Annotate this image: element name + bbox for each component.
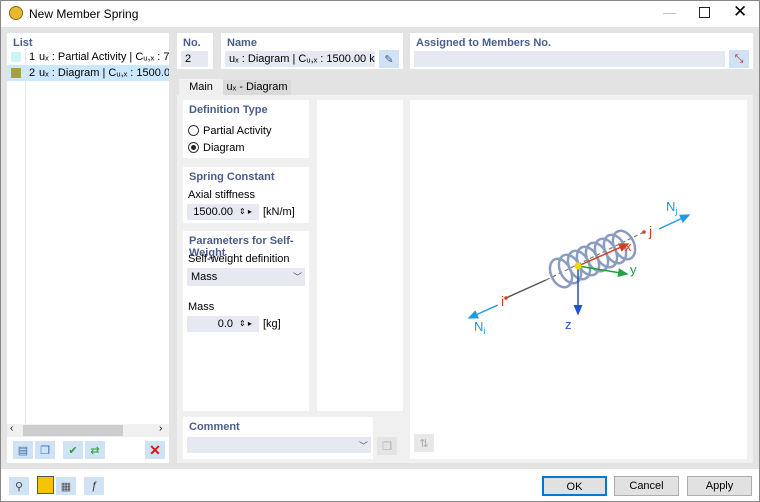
no-panel: No. 2 [177, 33, 213, 69]
maximize-button[interactable] [699, 7, 710, 18]
comment-panel: Comment ﹀ [183, 417, 373, 459]
definition-type-panel: Definition Type Partial Activity Diagram [183, 100, 309, 158]
copy-item-button[interactable]: ❐ [35, 441, 55, 459]
label-j: j [648, 223, 652, 239]
graphic-options-button[interactable]: ⇅ [414, 434, 434, 452]
help-button[interactable]: ⚲ [9, 477, 29, 495]
mass-input[interactable]: 0.0 [187, 316, 259, 332]
display-properties-button[interactable]: ▦ [56, 477, 76, 495]
scroll-left-icon[interactable]: ‹ [10, 423, 14, 434]
assigned-members-field[interactable] [414, 51, 725, 67]
pick-members-button[interactable]: ⤡ [729, 50, 749, 68]
name-field[interactable]: uₓ : Diagram | Cᵤ,ₓ : 1500.00 kN/m | Mas… [225, 51, 375, 67]
minimize-button[interactable]: — [663, 5, 676, 20]
spring-diagram: i j x y z Ni Nj [467, 199, 691, 336]
dialog-body: List 1 uₓ : Partial Activity | Cᵤ,ₓ : 75… [1, 27, 759, 469]
chevron-down-icon[interactable]: ﹀ [359, 441, 369, 451]
delete-icon: ✕ [149, 441, 161, 458]
formula-icon: ƒ [90, 480, 98, 492]
y-axis-arrow [577, 265, 629, 277]
new-item-button[interactable]: ▤ [13, 441, 33, 459]
center-point [574, 262, 582, 270]
edit-icon: ✎ [384, 53, 394, 66]
comment-input[interactable] [187, 437, 371, 453]
label-y: y [630, 262, 637, 277]
cursor-pick-icon: ⤡ [734, 52, 744, 65]
new-icon: ▤ [17, 444, 29, 457]
tab-main[interactable]: Main [179, 79, 223, 95]
name-panel: Name uₓ : Diagram | Cᵤ,ₓ : 1500.00 kN/m … [221, 33, 403, 69]
chevron-down-icon[interactable]: ﹀ [293, 272, 303, 282]
label-ni: Ni [474, 319, 485, 336]
view-sync-icon: ⇅ [419, 437, 429, 450]
nj-arrow [658, 214, 691, 230]
spinner-icon[interactable]: ⇕ ▸ [239, 207, 252, 216]
edit-name-button[interactable]: ✎ [379, 50, 399, 68]
member-axis [505, 279, 547, 299]
x-axis-arrow [577, 243, 630, 267]
apply-button[interactable]: Apply [687, 476, 752, 496]
label-z: z [565, 317, 572, 332]
blank-panel [317, 100, 403, 411]
formula-button[interactable]: ƒ [84, 477, 104, 495]
radio-partial-activity[interactable] [188, 125, 199, 136]
color-button[interactable] [37, 476, 54, 494]
title-bar: New Member Spring — ✕ [1, 1, 759, 27]
list-item-selected[interactable]: 2 uₓ : Diagram | Cᵤ,ₓ : 1500.00 kN/m [7, 65, 169, 81]
tab-ux-diagram[interactable]: uₓ - Diagram [223, 80, 291, 95]
graphic-panel: i j x y z Ni Nj ⇅ [410, 100, 747, 459]
scroll-thumb[interactable] [23, 425, 123, 436]
no-field[interactable]: 2 [181, 51, 208, 67]
self-weight-panel: Parameters for Self-Weight Self-weight d… [183, 231, 309, 411]
label-nj: Nj [666, 199, 677, 216]
ok-button[interactable]: OK [542, 476, 607, 496]
list-item[interactable]: 1 uₓ : Partial Activity | Cᵤ,ₓ : 75.00 k… [7, 49, 169, 65]
display-icon: ▦ [60, 480, 72, 493]
window-title: New Member Spring [29, 7, 139, 21]
list-header: List [13, 37, 33, 49]
swap-icon: ⇄ [90, 444, 100, 457]
toggle-selection-button[interactable]: ⇄ [85, 441, 105, 459]
copy-icon: ❐ [382, 440, 392, 453]
delete-button[interactable]: ✕ [145, 441, 165, 459]
copy-icon: ❐ [40, 444, 50, 457]
axial-stiffness-input[interactable]: 1500.00 [187, 204, 259, 220]
color-swatch [11, 68, 21, 78]
radio-diagram[interactable] [188, 142, 199, 153]
tab-content: Definition Type Partial Activity Diagram… [177, 95, 753, 463]
list-panel: List 1 uₓ : Partial Activity | Cᵤ,ₓ : 75… [7, 33, 169, 463]
self-weight-definition-select[interactable]: Mass [187, 268, 305, 286]
search-help-icon: ⚲ [14, 480, 24, 493]
assigned-panel: Assigned to Members No. ⤡ [410, 33, 753, 69]
ni-arrow [467, 304, 499, 319]
app-icon [9, 6, 23, 20]
close-button[interactable]: ✕ [733, 2, 748, 21]
label-x: x [625, 239, 632, 254]
comment-library-button[interactable]: ❐ [377, 437, 397, 455]
cancel-button[interactable]: Cancel [614, 476, 679, 496]
scroll-right-icon[interactable]: › [159, 423, 163, 434]
spring-constant-panel: Spring Constant Axial stiffness 1500.00 … [183, 167, 309, 223]
label-i: i [501, 293, 504, 309]
check-icon: ✔ [68, 444, 78, 457]
horizontal-scrollbar[interactable]: ‹ › [7, 423, 169, 437]
check-all-button[interactable]: ✔ [63, 441, 83, 459]
color-swatch [11, 52, 21, 62]
spinner-icon[interactable]: ⇕ ▸ [239, 319, 252, 328]
